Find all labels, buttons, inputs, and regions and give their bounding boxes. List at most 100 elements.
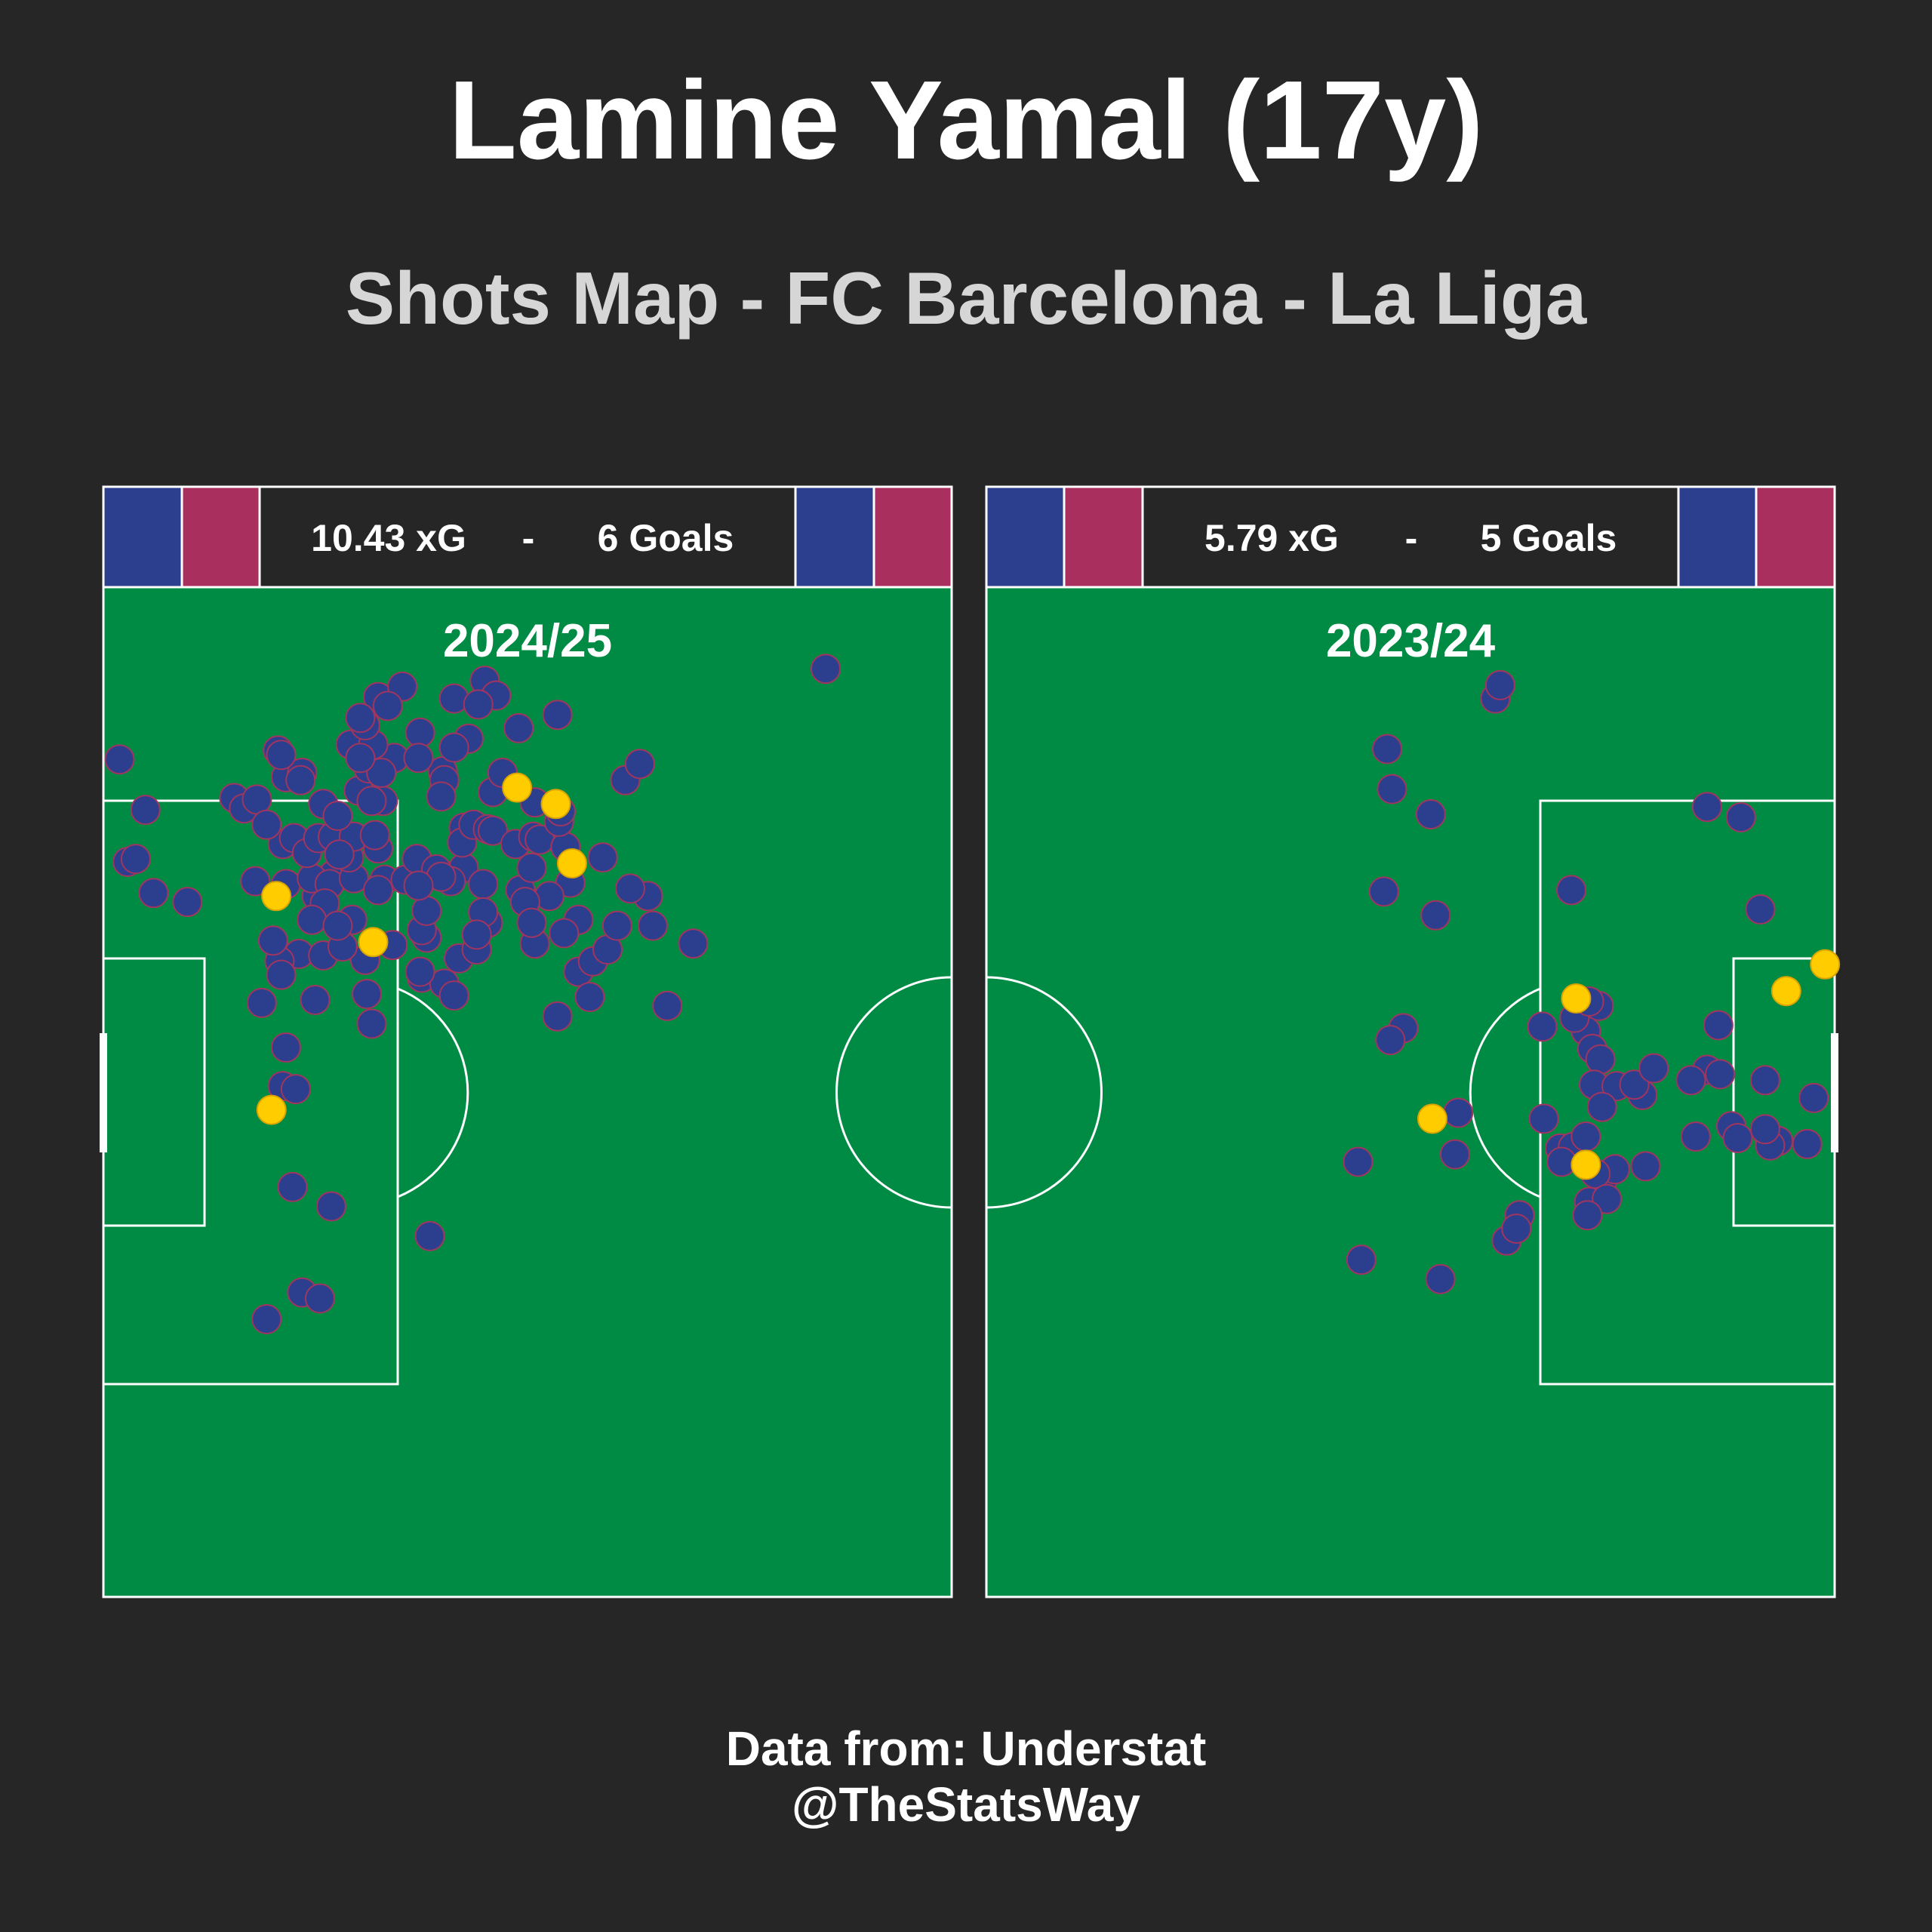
shot-point (359, 820, 390, 851)
xg-label: 5.79 xG (1204, 517, 1339, 559)
shot-point (1722, 1123, 1753, 1153)
shot-point (1749, 1114, 1780, 1145)
shot-point (1705, 1059, 1735, 1090)
shot-point (1798, 1082, 1829, 1113)
shot-marks (1343, 669, 1841, 1294)
shot-point (242, 784, 272, 815)
shot-point (120, 844, 151, 875)
chart-title: Lamine Yamal (17y) (448, 58, 1484, 183)
shot-point (300, 985, 331, 1015)
shot-point (438, 732, 469, 763)
shot-point (461, 919, 492, 950)
goal-mouth (1831, 1033, 1838, 1152)
pitch: 2023/24 (985, 586, 1838, 1598)
shot-point (1725, 802, 1756, 832)
shot-point (372, 691, 403, 721)
shot-point (615, 873, 645, 904)
shot-point (1592, 1183, 1623, 1214)
shot-point (130, 795, 161, 826)
goal-point (540, 789, 571, 820)
shot-point (285, 764, 316, 795)
shot-point (1420, 900, 1451, 931)
shot-point (1675, 1065, 1706, 1096)
shot-point (1484, 669, 1515, 700)
banner: 5.79 xG - 5 Goals (985, 485, 1836, 589)
shot-point (403, 870, 434, 901)
shot-point (516, 852, 547, 883)
shot-point (1556, 875, 1586, 906)
shot-point (652, 990, 683, 1021)
shot-point (1346, 1244, 1377, 1275)
shot-point (542, 1001, 573, 1032)
goal-point (1417, 1103, 1447, 1134)
barca-blue-stripe (985, 485, 1066, 589)
shot-point (104, 744, 135, 775)
shot-point (257, 925, 288, 956)
chart-subtitle: Shots Map - FC Barcelona - La Liga (345, 257, 1587, 340)
banner: 10.43 xG - 6 Goals (102, 485, 953, 589)
shot-point (1528, 1103, 1559, 1134)
goal-point (358, 927, 389, 958)
xg-label: 10.43 xG (311, 517, 466, 559)
penalty-arc (397, 987, 469, 1198)
shot-point (352, 979, 382, 1010)
goal-point (256, 1094, 287, 1125)
barca-blue-stripe (794, 485, 875, 589)
shot-point (1439, 1139, 1470, 1170)
shot-point (587, 842, 618, 873)
shot-point (478, 815, 508, 846)
goal-point (1810, 949, 1841, 980)
shot-point (1691, 792, 1722, 823)
barca-red-stripe (872, 485, 953, 589)
shot-point (1572, 1200, 1603, 1231)
shot-point (1372, 734, 1402, 764)
goal-point (1571, 1149, 1601, 1180)
barca-blue-stripe (102, 485, 183, 589)
shot-point (363, 875, 393, 906)
center-circle-half (835, 976, 952, 1209)
shot-point (322, 910, 353, 941)
shot-point (438, 980, 469, 1011)
goal-point (1770, 976, 1801, 1007)
shot-point (426, 781, 457, 812)
goal-point (261, 881, 292, 912)
shot-point (251, 809, 282, 840)
barca-red-stripe (1063, 485, 1144, 589)
barca-blue-stripe (1677, 485, 1758, 589)
barca-red-stripe (1755, 485, 1836, 589)
shot-point (1377, 774, 1407, 804)
shot-point (411, 895, 442, 926)
shot-point (403, 743, 434, 774)
footer: Data from: Understat @TheStatsWay (0, 1721, 1932, 1832)
goal-point (1561, 983, 1592, 1014)
shot-point (1368, 876, 1399, 907)
shot-point (1703, 1010, 1734, 1041)
shot-point (297, 904, 328, 935)
shot-point (315, 1191, 346, 1222)
pitch: 2024/25 (100, 586, 953, 1598)
season-label: 2023/24 (1326, 615, 1496, 667)
panel-2023-24: 5.79 xG - 5 Goals 2023/24 (985, 485, 1841, 1598)
center-circle-half (986, 976, 1103, 1209)
goals-label: 5 Goals (1481, 517, 1617, 559)
shot-point (1425, 1263, 1456, 1294)
shot-point (1527, 1011, 1558, 1042)
shot-point (345, 743, 376, 774)
shot-point (270, 1032, 301, 1063)
separator: - (522, 517, 535, 559)
shot-point (1501, 1214, 1532, 1244)
shot-point (345, 703, 376, 734)
goal-point (502, 772, 533, 803)
shot-point (1586, 1091, 1617, 1122)
shot-point (678, 928, 709, 959)
pitch-surface (102, 586, 953, 1598)
shot-point (366, 758, 397, 788)
shot-point (1415, 799, 1446, 829)
shot-point (1571, 1121, 1601, 1152)
shot-point (549, 918, 580, 949)
shot-point (405, 717, 435, 748)
goal-mouth (100, 1033, 107, 1152)
shot-point (1638, 1053, 1669, 1084)
goal-point (556, 848, 587, 878)
